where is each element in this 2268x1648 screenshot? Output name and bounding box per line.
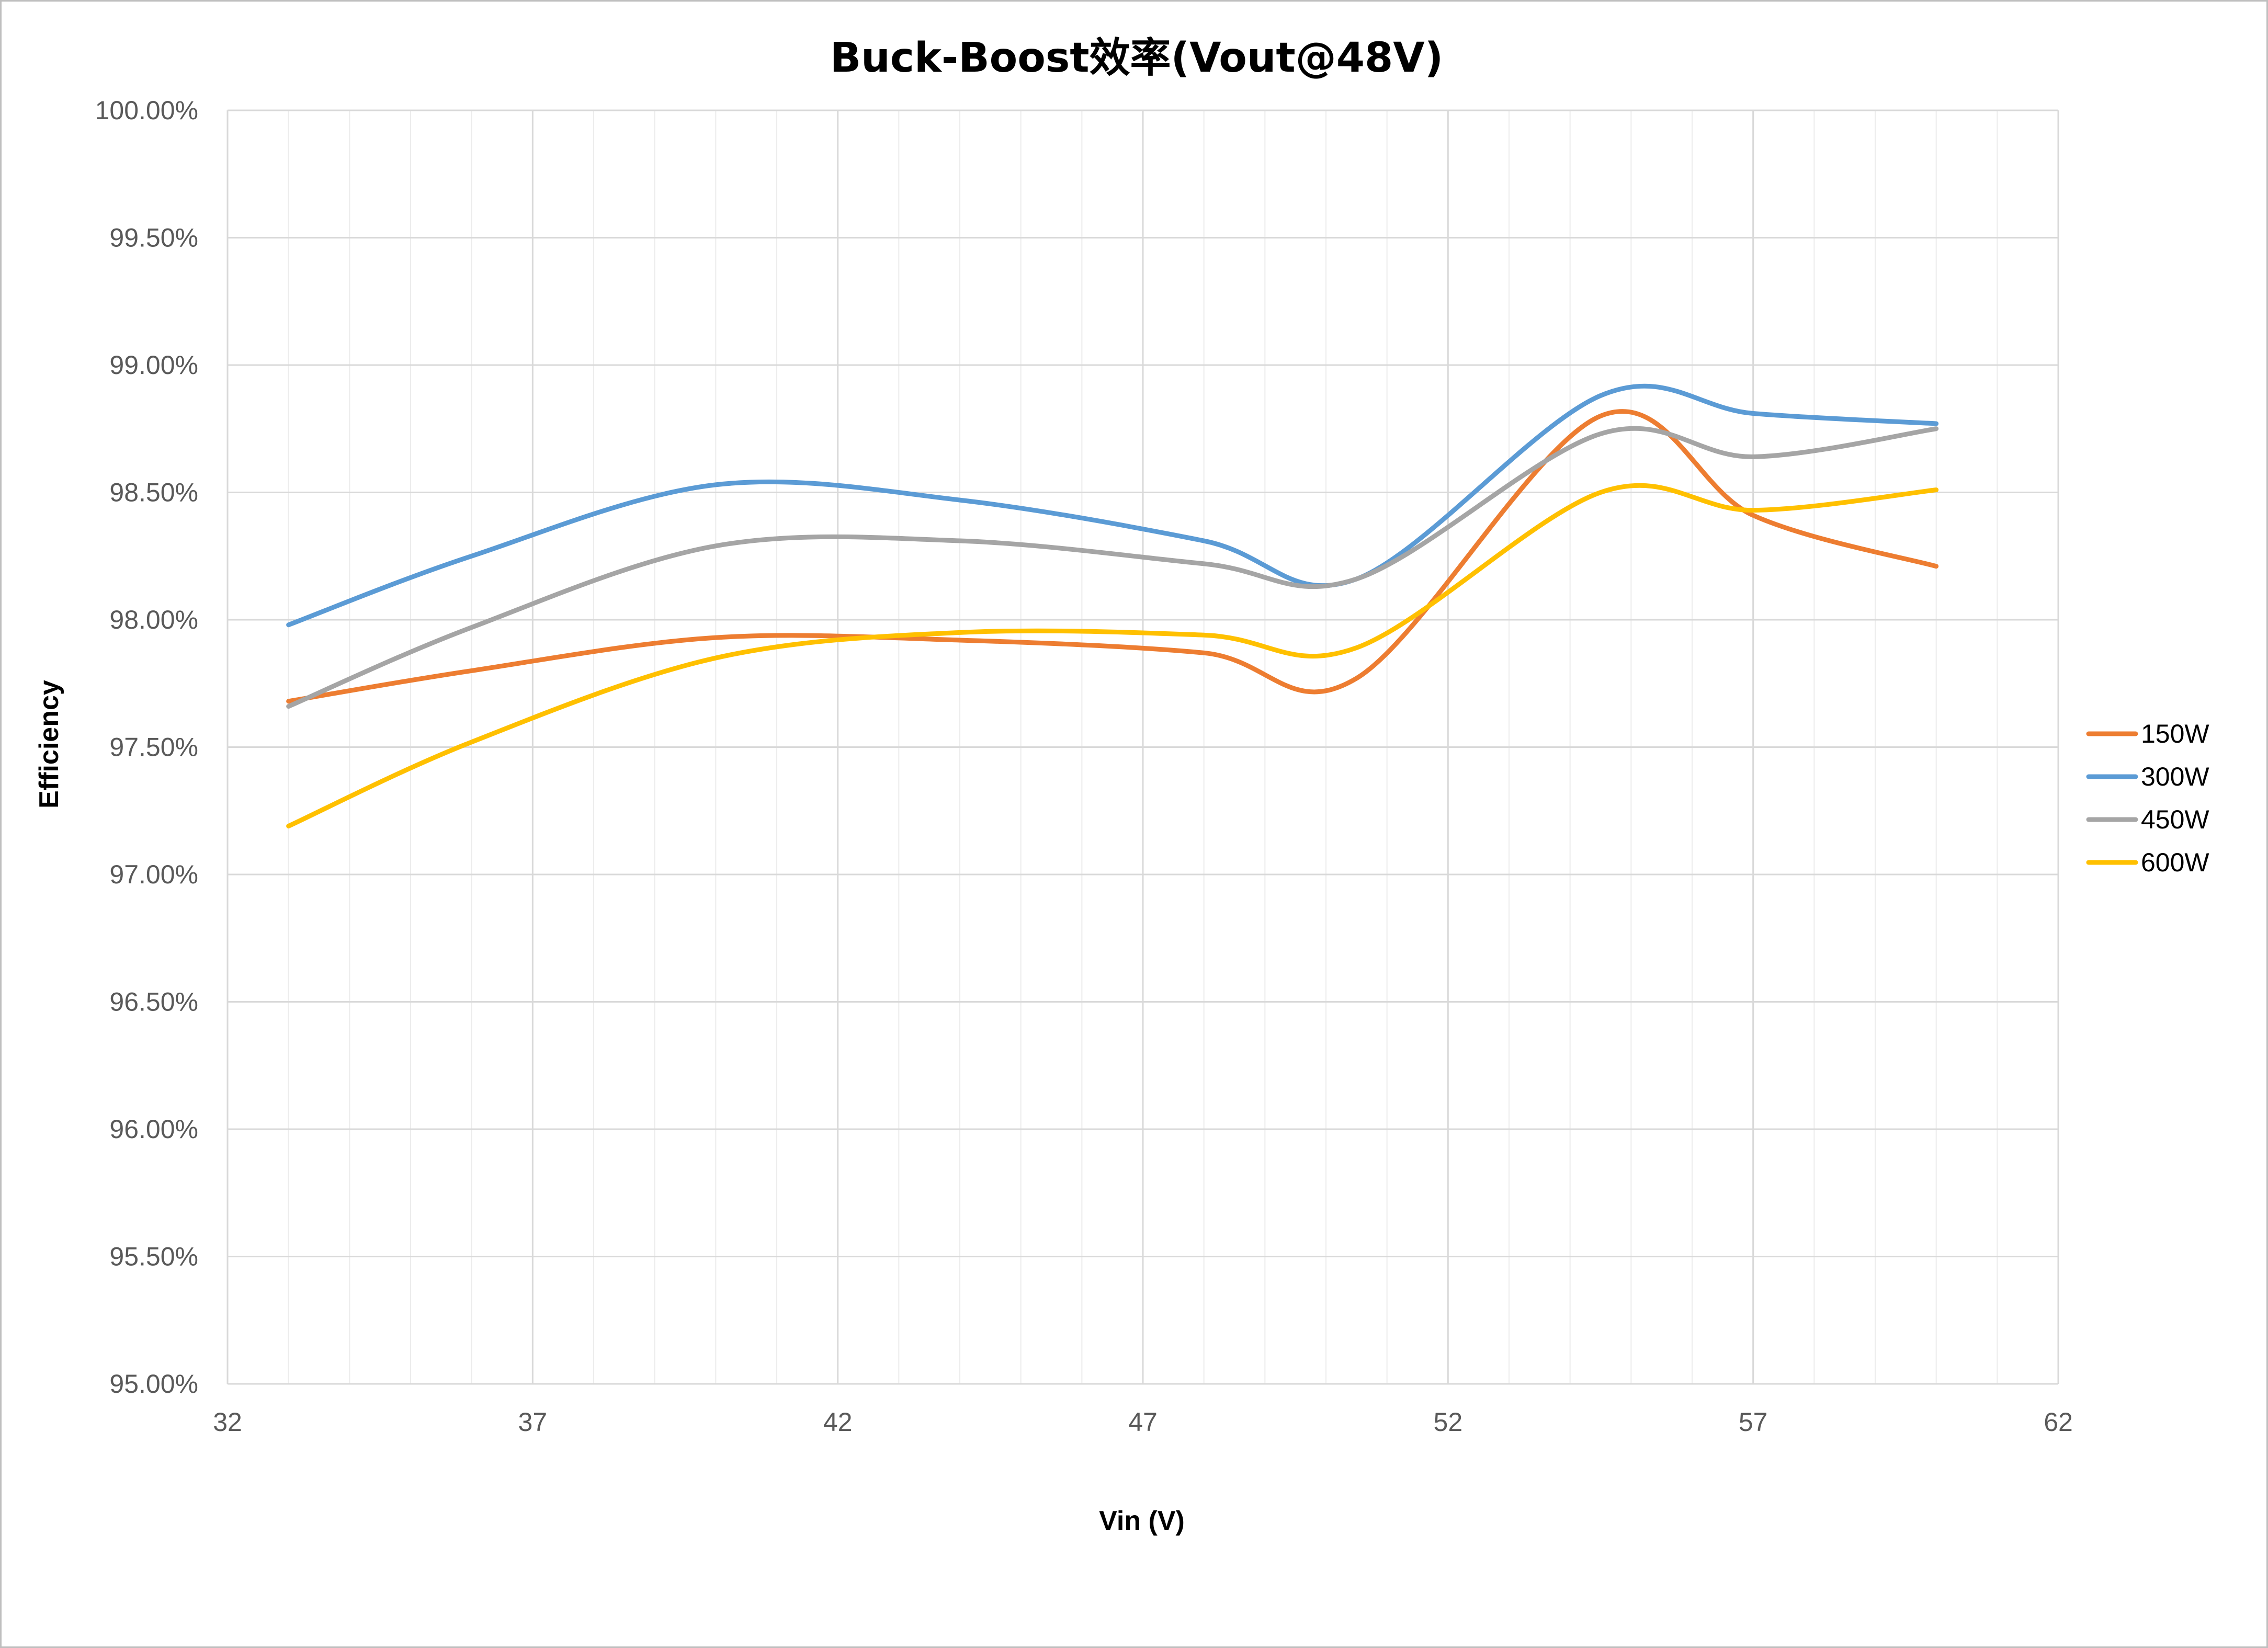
legend-label-600W: 600W — [2141, 848, 2209, 877]
series-line-150W — [286, 409, 1939, 704]
chart-title: Buck-Boost效率(Vout@48V) — [830, 35, 1444, 82]
y-tick-label: 95.00% — [109, 1369, 198, 1399]
grid-layer — [226, 109, 2059, 1385]
y-tick-label: 99.50% — [109, 223, 198, 253]
legend-label-150W: 150W — [2141, 719, 2209, 748]
y-tick-label: 97.00% — [109, 860, 198, 889]
y-tick-label: 96.50% — [109, 987, 198, 1017]
x-tick-label: 57 — [1739, 1407, 1768, 1437]
series-line-450W — [286, 426, 1939, 709]
y-tick-label: 96.00% — [109, 1115, 198, 1144]
legend-label-450W: 450W — [2141, 805, 2209, 834]
legend: 150W 300W 450W 600W — [2086, 719, 2209, 877]
series-layer — [286, 383, 1939, 828]
y-axis-title: Efficiency — [34, 680, 64, 809]
y-tick-label: 98.00% — [109, 605, 198, 634]
x-tick-label: 37 — [518, 1407, 548, 1437]
x-tick-label: 62 — [2044, 1407, 2073, 1437]
y-tick-label: 98.50% — [109, 478, 198, 507]
series-line-300W — [286, 383, 1939, 628]
y-tick-label: 100.00% — [95, 96, 198, 125]
y-tick-label: 99.00% — [109, 350, 198, 380]
series-line-600W — [286, 483, 1939, 828]
axis-layer: 32 37 42 47 52 57 62 95.00% 95.50% 96.00% 96.50% 97… — [95, 96, 2073, 1437]
x-axis-title: Vin (V) — [1099, 1506, 1185, 1536]
x-tick-label: 42 — [823, 1407, 853, 1437]
y-tick-label: 97.50% — [109, 733, 198, 762]
x-tick-label: 32 — [213, 1407, 242, 1437]
legend-label-300W: 300W — [2141, 762, 2209, 791]
y-tick-label: 95.50% — [109, 1242, 198, 1271]
x-tick-label: 47 — [1128, 1407, 1158, 1437]
x-tick-label: 52 — [1434, 1407, 1463, 1437]
